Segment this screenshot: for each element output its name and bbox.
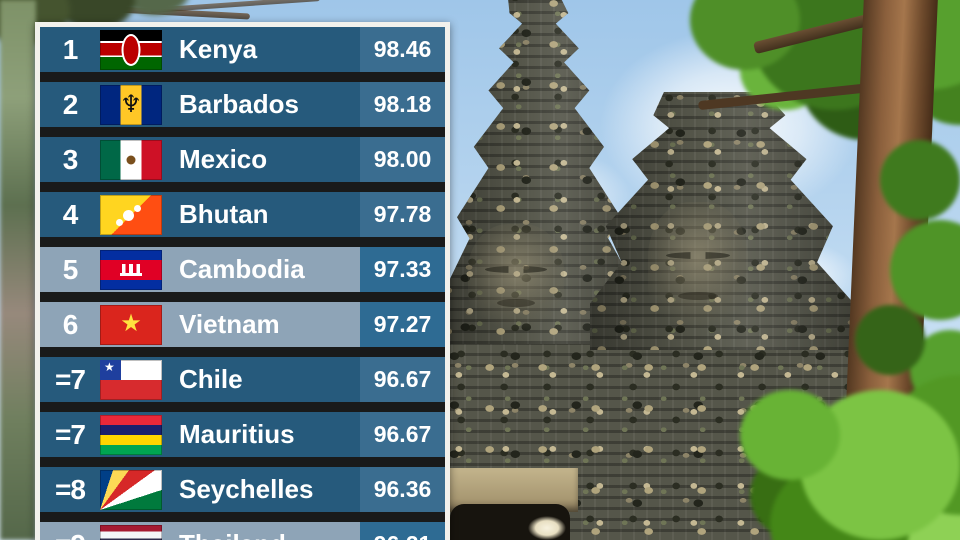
table-row: =7 Mauritius 96.67: [40, 412, 445, 457]
score-value: 98.18: [360, 82, 445, 127]
country-label: Chile: [179, 364, 243, 394]
country-label: Mexico: [179, 144, 268, 174]
bhutan-flag-icon: [100, 194, 162, 235]
country-label: Seychelles: [179, 474, 314, 504]
score-value: 97.33: [360, 247, 445, 292]
mexico-flag-icon: [100, 139, 162, 180]
rank-label: =7: [55, 418, 86, 450]
carved-face-right: [648, 202, 748, 334]
cambodia-flag-icon: [100, 249, 162, 290]
rank-label: 2: [62, 88, 79, 120]
ranking-panel: 1 Kenya 98.46 2 Barbados 98.18 3 Mexico 98.00 4 Bh…: [35, 22, 450, 540]
score-value: 97.27: [360, 302, 445, 347]
country-label: Mauritius: [179, 419, 295, 449]
barbados-flag-icon: [100, 84, 162, 125]
score-value: 96.21: [360, 522, 445, 540]
score-value: 96.67: [360, 412, 445, 457]
rank-label: =8: [55, 473, 86, 505]
country-label: Cambodia: [179, 254, 305, 284]
ranking-rows: 1 Kenya 98.46 2 Barbados 98.18 3 Mexico 98.00 4 Bh…: [40, 27, 445, 540]
score-value: 96.36: [360, 467, 445, 512]
score-value: 97.78: [360, 192, 445, 237]
table-row: 4 Bhutan 97.78: [40, 192, 445, 237]
table-row: 6 Vietnam 97.27: [40, 302, 445, 347]
table-row: =8 Seychelles 96.36: [40, 467, 445, 512]
rank-label: 1: [62, 33, 79, 65]
kenya-flag-icon: [100, 29, 162, 70]
rank-label: 5: [62, 253, 79, 285]
foliage-right: [880, 140, 960, 220]
score-value: 98.46: [360, 27, 445, 72]
table-row: =9 Thailand96.21: [40, 522, 445, 540]
rank-label: =7: [55, 363, 86, 395]
carved-face-left: [468, 224, 564, 334]
table-row: 3 Mexico 98.00: [40, 137, 445, 182]
score-value: 96.67: [360, 357, 445, 402]
left-edge-foliage: [0, 0, 36, 540]
rank-label: 3: [62, 143, 79, 175]
rank-label: =9: [40, 529, 100, 540]
vietnam-flag-icon: [100, 304, 162, 345]
thailand-flag-icon: [100, 524, 162, 540]
table-row: 1 Kenya 98.46: [40, 27, 445, 72]
rank-label: 4: [62, 198, 79, 230]
table-row: 5 Cambodia 97.33: [40, 247, 445, 292]
country-label: Bhutan: [179, 199, 269, 229]
rank-label: 6: [62, 308, 79, 340]
seychelles-flag-icon: [100, 469, 162, 510]
archway-light: [528, 516, 566, 540]
foliage-bottom-right: [740, 390, 840, 480]
chile-flag-icon: [100, 359, 162, 400]
mauritius-flag-icon: [100, 414, 162, 455]
score-value: 98.00: [360, 137, 445, 182]
country-label: Barbados: [179, 89, 299, 119]
country-label: Vietnam: [179, 309, 280, 339]
country-label: Thailand: [179, 529, 360, 540]
table-row: 2 Barbados 98.18: [40, 82, 445, 127]
country-label: Kenya: [179, 34, 258, 64]
table-row: =7 Chile 96.67: [40, 357, 445, 402]
